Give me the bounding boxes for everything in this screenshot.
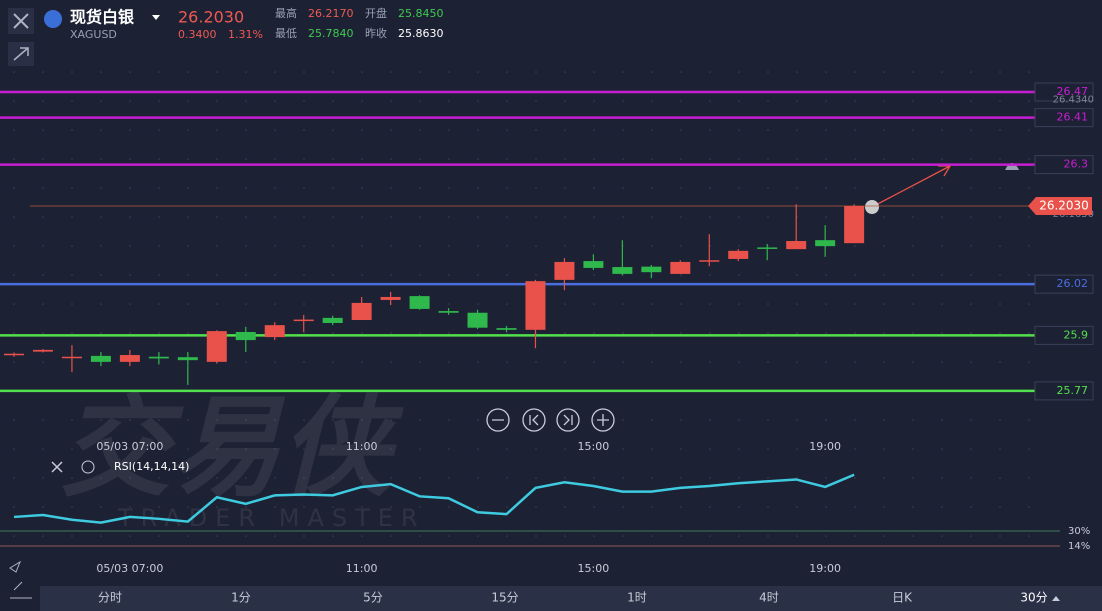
candle-body [612, 267, 633, 274]
price-mark: 26.4340 [1053, 94, 1094, 105]
time-label: 19:00 [809, 562, 841, 575]
low-value: 25.7840 [308, 27, 354, 40]
level-tag [1034, 274, 1094, 294]
time-label: 05/03 07:00 [96, 440, 163, 453]
candle-body [351, 302, 372, 321]
level-tag [1034, 82, 1094, 102]
timeframe-tab[interactable]: 1分 [231, 591, 251, 605]
timeframe-tab[interactable]: 15分 [491, 591, 518, 605]
last-price-tag [1028, 197, 1092, 216]
candle-body [815, 240, 836, 247]
level-label: 25.9 [1064, 328, 1089, 341]
level-label: 26.47 [1057, 85, 1089, 98]
high-label: 最高 [275, 6, 297, 20]
candle-body [670, 261, 691, 274]
rsi-line [13, 473, 855, 524]
candle-body [496, 328, 517, 330]
candle-body [32, 349, 53, 352]
tab-arrow[interactable] [1052, 596, 1060, 601]
candle-body [206, 331, 227, 362]
high-value: 26.2170 [308, 7, 354, 20]
candle-body [293, 319, 314, 322]
level-label: 26.41 [1057, 111, 1089, 124]
candle-body [844, 206, 865, 244]
rsi-tick-label: 30% [1068, 526, 1090, 537]
symbol-logo [44, 10, 62, 28]
timeframe-tab[interactable]: 日K [892, 591, 913, 605]
symbol-name[interactable]: 现货白银 [70, 8, 135, 27]
candle-body [148, 356, 169, 359]
close-button[interactable] [8, 8, 34, 34]
rsi-close[interactable] [51, 461, 63, 473]
nav-glyphs [492, 414, 609, 426]
shrink-button[interactable] [8, 42, 34, 66]
candle-body [728, 250, 749, 259]
level-label: 26.02 [1057, 277, 1089, 290]
rsi-label: RSI(14,14,14) [114, 460, 189, 473]
rsi-settings[interactable] [81, 460, 95, 474]
change: 0.3400 [178, 28, 217, 41]
time-label: 11:00 [346, 562, 378, 575]
level-tag [1034, 108, 1094, 128]
watermark-sub: TRADER MASTER [117, 504, 426, 532]
time-label: 19:00 [809, 440, 841, 453]
candle-body [235, 331, 256, 341]
prev-value: 25.8630 [398, 27, 444, 40]
timeframe-tab[interactable]: 1时 [627, 591, 647, 605]
scroll-start[interactable] [522, 408, 546, 432]
tool-column [0, 560, 40, 611]
last-price: 26.2030 [178, 8, 244, 27]
level-tag [1034, 381, 1094, 401]
timeframe-tab[interactable]: 30分 [1020, 591, 1047, 605]
time-label: 15:00 [578, 440, 610, 453]
candle-body [264, 325, 285, 338]
change-pct: 1.31% [228, 28, 263, 41]
zoom-in[interactable] [591, 408, 615, 432]
info-icon[interactable] [865, 200, 879, 214]
candle-body [583, 261, 604, 268]
candle-body [119, 355, 140, 362]
dropdown-arrow[interactable] [152, 15, 160, 20]
level-tag [1034, 325, 1094, 345]
scroll-end[interactable] [556, 408, 580, 432]
timeframe-tab[interactable]: 4时 [759, 591, 779, 605]
last-price-label: 26.2030 [1039, 199, 1089, 213]
level-label: 25.77 [1057, 384, 1089, 397]
zoom-out[interactable] [486, 408, 510, 432]
candle-body [177, 357, 198, 361]
level-tag [1034, 155, 1094, 175]
candle-body [525, 281, 546, 330]
candle-body [699, 260, 720, 262]
tool-icons[interactable] [9, 560, 32, 599]
timeframe-tab[interactable]: 分时 [98, 591, 122, 605]
candle-body [409, 296, 430, 309]
time-label: 05/03 07:00 [96, 562, 163, 575]
tab-bar [0, 586, 1102, 611]
level-label: 26.3 [1064, 158, 1089, 171]
time-label: 15:00 [578, 562, 610, 575]
grid-dots [0, 60, 1035, 560]
watermark: 交易侠 [60, 383, 404, 511]
candle-body [467, 312, 488, 328]
candle-body [757, 247, 778, 249]
candle-body [438, 311, 459, 313]
open-value: 25.8450 [398, 7, 444, 20]
candle-body [641, 266, 662, 273]
candle-body [380, 296, 401, 300]
symbol-code: XAGUSD [70, 28, 117, 41]
rsi-tick-label: 14% [1068, 541, 1090, 552]
candle-body [90, 355, 111, 362]
trend-arrow [871, 165, 952, 208]
candle-body [786, 241, 807, 250]
candle-body [322, 317, 343, 324]
open-label: 开盘 [365, 6, 387, 20]
time-label: 11:00 [346, 440, 378, 453]
timeframe-tab[interactable]: 5分 [363, 591, 383, 605]
low-label: 最低 [275, 27, 297, 40]
prev-label: 昨收 [365, 26, 387, 40]
candle-body [4, 353, 24, 356]
candle-body [61, 356, 82, 359]
candle-body [554, 261, 575, 280]
